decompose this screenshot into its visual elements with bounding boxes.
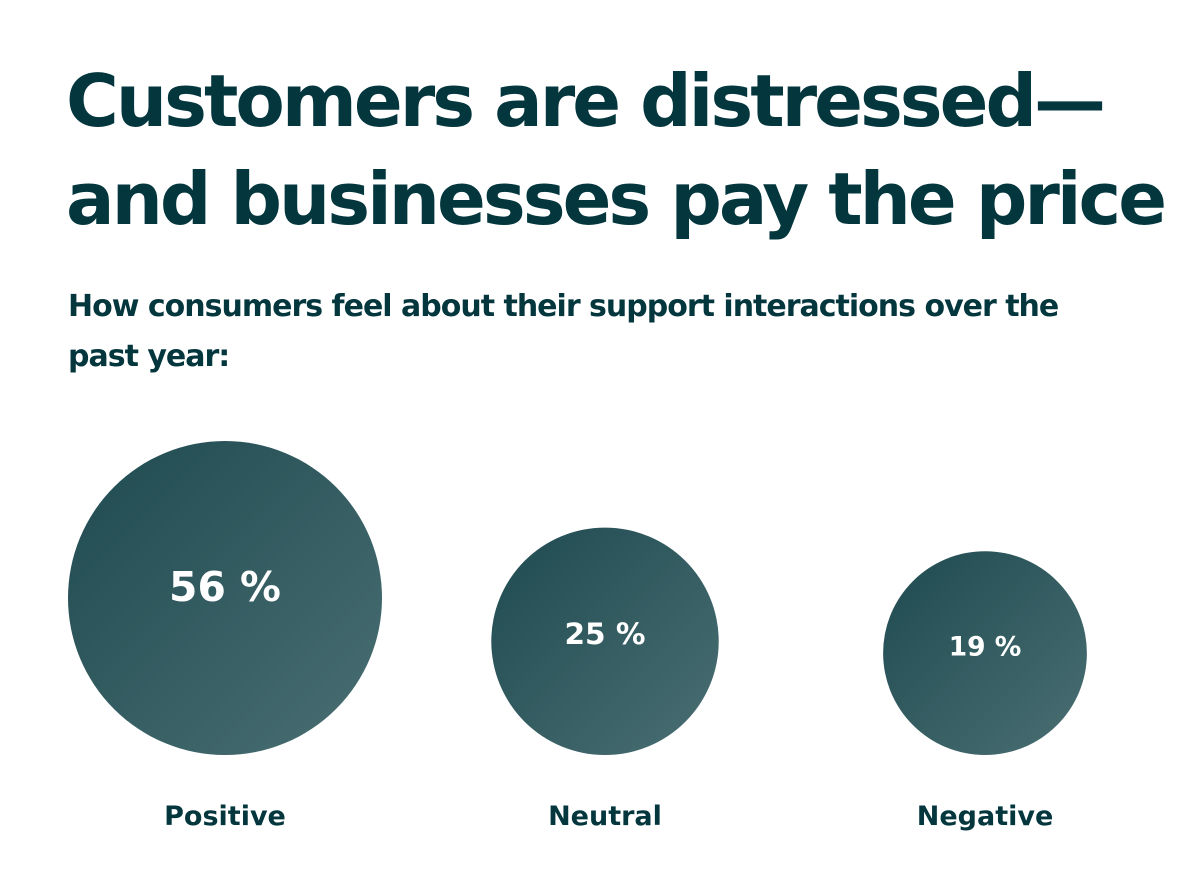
- category-label-negative: Negative: [917, 801, 1054, 832]
- bubble-value-negative: 19 %: [949, 632, 1022, 663]
- category-label-positive: Positive: [164, 801, 286, 832]
- bubble-neutral: [491, 527, 719, 755]
- bubble-value-positive: 56 %: [169, 563, 281, 611]
- chart-title-line-1: Customers are distressed—: [66, 59, 1106, 143]
- chart-title: Customers are distressed— and businesses…: [66, 52, 1167, 248]
- bubbles-layer: 56 % Positive 25 % Neutral 19 % Negative: [68, 441, 1087, 832]
- chart-title-line-2: and businesses pay the price: [66, 157, 1167, 241]
- bubble-positive: [68, 441, 382, 755]
- chart-subtitle-line-2: past year:: [68, 339, 230, 374]
- bubble-negative: [883, 551, 1087, 755]
- category-label-neutral: Neutral: [548, 801, 662, 832]
- chart-subtitle: How consumers feel about their support i…: [68, 282, 1168, 382]
- bubble-value-neutral: 25 %: [564, 617, 645, 651]
- chart-subtitle-line-1: How consumers feel about their support i…: [68, 289, 1059, 324]
